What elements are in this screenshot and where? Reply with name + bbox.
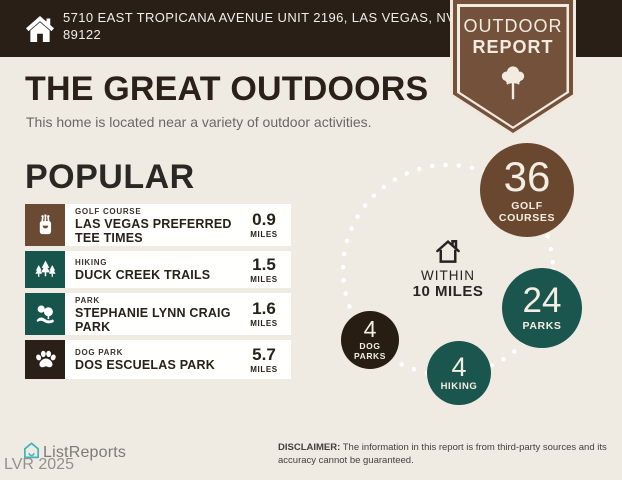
list-item-distance: 0.9 MILES <box>241 204 291 246</box>
dog-parks-count: 4 <box>363 316 377 343</box>
listreports-logo-icon <box>22 441 41 465</box>
hiking-count: 4 <box>451 351 467 382</box>
list-item-category: HIKING <box>75 258 108 267</box>
house-icon <box>24 14 56 49</box>
distance-value: 5.7 <box>252 344 276 364</box>
list-item-golf-course: GOLF COURSE LAS VEGAS PREFERRED TEE TIME… <box>25 204 291 246</box>
list-item-distance: 1.6 MILES <box>241 293 291 335</box>
tree-icon <box>453 62 573 111</box>
disclaimer-text: The information in this report is from t… <box>278 442 607 467</box>
page-title: THE GREAT OUTDOORS <box>25 70 429 108</box>
pine-trees-icon <box>25 251 65 288</box>
watermark: LVR 2025 <box>4 456 74 473</box>
bubble-hiking: 4 HIKING <box>427 341 491 405</box>
disclaimer: DISCLAIMER: The information in this repo… <box>278 441 610 468</box>
bubble-dog-parks: 4 DOG PARKS <box>341 311 399 369</box>
parks-label: PARKS <box>522 320 562 333</box>
dog-parks-label: DOG PARKS <box>353 341 387 361</box>
list-item-distance: 1.5 MILES <box>241 251 291 288</box>
address-line-2: 89122 <box>63 26 102 42</box>
list-item-name: STEPHANIE LYNN CRAIG PARK <box>75 305 231 334</box>
distance-value: 1.6 <box>252 299 276 318</box>
dotted-radius-ring <box>338 160 558 385</box>
distance-unit: MILES <box>250 274 278 284</box>
page-subtitle: This home is located near a variety of o… <box>26 114 372 130</box>
paw-icon <box>25 340 65 379</box>
popular-list: GOLF COURSE LAS VEGAS PREFERRED TEE TIME… <box>25 204 291 384</box>
park-icon <box>25 293 65 335</box>
golf-bag-icon <box>25 204 65 246</box>
listreports-brand: ListReports <box>43 444 127 461</box>
list-item-category: GOLF COURSE <box>75 206 142 216</box>
distance-value: 1.5 <box>252 254 276 274</box>
parks-count: 24 <box>522 281 562 321</box>
badge-title-line2: REPORT <box>472 37 554 57</box>
distance-unit: MILES <box>250 364 278 374</box>
list-item-category: PARK <box>75 295 100 305</box>
hiking-label: HIKING <box>440 380 478 392</box>
distance-value: 0.9 <box>252 210 276 229</box>
popular-section-title: POPULAR <box>25 158 195 196</box>
list-item-distance: 5.7 MILES <box>241 340 291 379</box>
distance-unit: MILES <box>250 230 278 239</box>
list-item-name: DUCK CREEK TRAILS <box>75 268 211 282</box>
distance-unit: MILES <box>250 319 278 328</box>
address-line-1: 5710 EAST TROPICANA AVENUE UNIT 2196, LA… <box>63 10 456 25</box>
property-address: 5710 EAST TROPICANA AVENUE UNIT 2196, LA… <box>63 10 458 44</box>
badge-title-line1: OUTDOOR <box>463 16 563 36</box>
list-item-name: DOS ESCUELAS PARK <box>75 358 215 372</box>
within-label: WITHIN <box>421 268 475 283</box>
bubble-golf-courses: 36 GOLF COURSES <box>480 143 574 237</box>
list-item-name: LAS VEGAS PREFERRED TEE TIMES <box>75 216 232 245</box>
outdoor-report-badge: OUTDOOR REPORT <box>450 0 576 136</box>
golf-courses-count: 36 <box>503 152 551 200</box>
list-item-hiking: HIKING DUCK CREEK TRAILS 1.5 MILES <box>25 251 291 288</box>
disclaimer-label: DISCLAIMER: <box>278 442 341 453</box>
golf-courses-label: GOLF COURSES <box>498 199 556 224</box>
list-item-park: PARK STEPHANIE LYNN CRAIG PARK 1.6 MILES <box>25 293 291 335</box>
list-item-dog-park: DOG PARK DOS ESCUELAS PARK 5.7 MILES <box>25 340 291 379</box>
house-outline-icon <box>433 237 463 270</box>
list-item-category: DOG PARK <box>75 348 124 357</box>
radius-miles-label: 10 MILES <box>412 283 484 300</box>
bubble-parks: 24 PARKS <box>502 268 582 348</box>
